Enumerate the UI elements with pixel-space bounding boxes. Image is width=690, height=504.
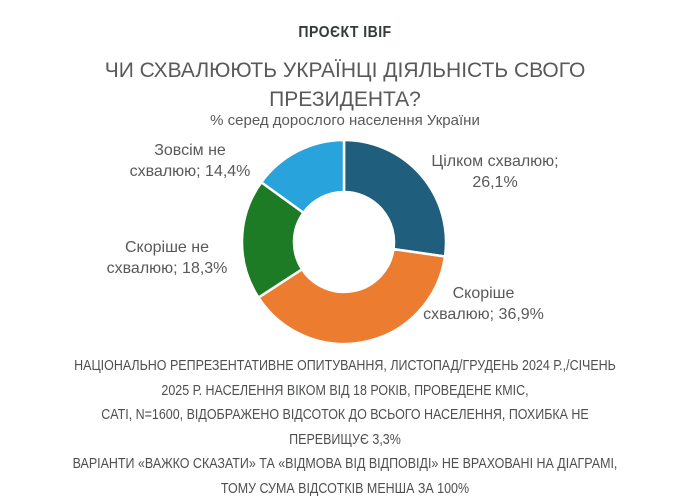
- donut-chart: [240, 138, 448, 346]
- footnote-line: ТОМУ СУМА ВІДСОТКІВ МЕНША ЗА 100%: [220, 480, 470, 497]
- slice-label-line: схвалюю; 18,3%: [106, 260, 228, 277]
- slice-label-line: Скоріше не: [125, 239, 209, 256]
- slice-label-line: схвалюю; 14,4%: [129, 163, 251, 180]
- donut-slice-3: [260, 138, 346, 214]
- chart-title: ЧИ СХВАЛЮЮТЬ УКРАЇНЦІ ДІЯЛЬНІСТЬ СВОГО П…: [104, 59, 586, 111]
- donut-slice-1: [257, 247, 447, 346]
- slice-label-line: схвалюю; 36,9%: [423, 306, 544, 323]
- slice-label-rather-not-approve: Скоріше не схвалюю; 18,3%: [92, 237, 242, 279]
- slice-label-full-approve: Цілком схвалюю; 26,1%: [420, 151, 570, 193]
- footnote-line: ВАРІАНТИ «ВАЖКО СКАЗАТИ» ТА «ВІДМОВА ВІД…: [72, 456, 618, 472]
- slice-label-line: Скоріше: [452, 285, 515, 302]
- footnotes: НАЦІОНАЛЬНО РЕПРЕЗЕНТАТИВНЕ ОПИТУВАННЯ, …: [0, 354, 690, 501]
- footnote-line: ПЕРЕВИЩУЄ 3,3%: [289, 431, 401, 448]
- footnote-line: НАЦІОНАЛЬНО РЕПРЕЗЕНТАТИВНЕ ОПИТУВАННЯ, …: [74, 358, 616, 374]
- slice-label-line: Цілком схвалюю;: [431, 153, 559, 170]
- donut-slice-0: [342, 138, 448, 258]
- slice-label-line: Зовсім не: [154, 142, 226, 159]
- slice-label-not-at-all-approve: Зовсім не схвалюю; 14,4%: [115, 140, 265, 182]
- slice-label-rather-approve: Скоріше схвалюю; 36,9%: [406, 283, 561, 325]
- slice-label-line: 26,1%: [472, 174, 518, 191]
- footnote-line: CATI, N=1600, ВІДОБРАЖЕНО ВІДСОТОК ДО ВС…: [101, 407, 589, 423]
- chart-subtitle: % серед дорослого населення України: [210, 112, 480, 129]
- footnote-line: 2025 Р. НАСЕЛЕННЯ ВІКОМ ВІД 18 РОКІВ, ПР…: [161, 382, 529, 399]
- project-header: ПРОЄКТ IBIF: [298, 24, 392, 41]
